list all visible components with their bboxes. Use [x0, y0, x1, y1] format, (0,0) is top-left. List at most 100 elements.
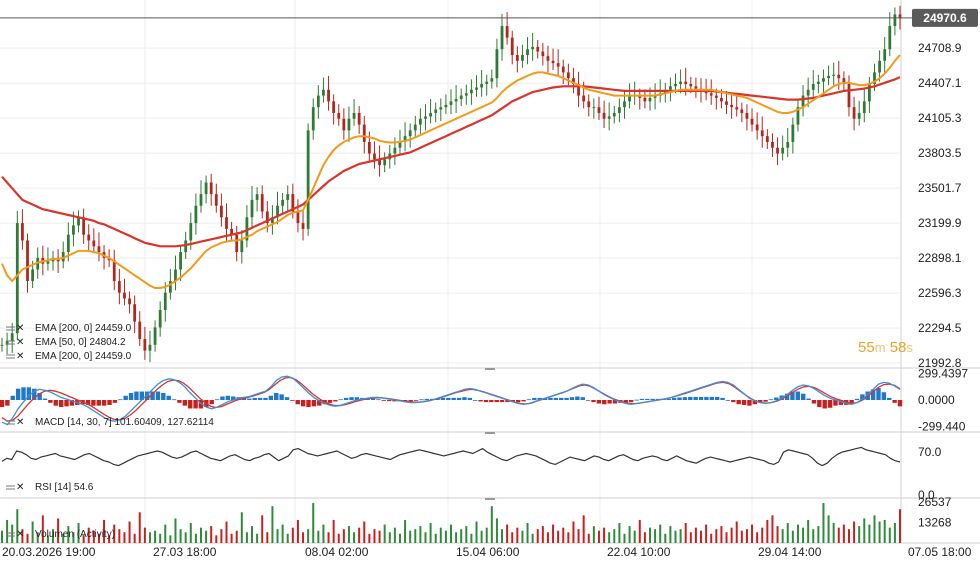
candle-body: [551, 60, 555, 64]
volume-bar: [419, 526, 422, 543]
candle-body: [536, 46, 540, 52]
volume-bar: [342, 529, 345, 543]
candle-body: [46, 261, 50, 264]
candle-body: [878, 60, 881, 73]
volume-bar: [143, 527, 146, 543]
candle-body: [174, 269, 177, 282]
volume-bar: [36, 532, 39, 543]
macd-histogram-bar: [774, 397, 779, 400]
candle-body: [781, 147, 785, 154]
candle-body: [867, 83, 871, 102]
macd-histogram-bar: [91, 400, 96, 406]
ema-legend-1-close-icon: ✕: [16, 337, 24, 348]
candle-body: [322, 89, 325, 96]
ema-legend-2-close-icon: ✕: [16, 351, 24, 362]
candle-body: [500, 26, 504, 50]
candle-body: [561, 66, 565, 73]
volume-bar: [694, 527, 697, 543]
candle-body: [31, 269, 35, 282]
candle-body: [439, 107, 443, 110]
volume-bar: [67, 526, 70, 543]
candle-body: [291, 194, 295, 212]
candle-body: [475, 87, 478, 90]
volume-bar: [251, 526, 254, 543]
ema-legend-1-label: EMA [50, 0] 24804.2: [35, 337, 126, 348]
candle-body: [546, 56, 550, 61]
candle-body: [531, 46, 535, 50]
candle-body: [694, 86, 698, 89]
volume-bar: [312, 503, 315, 543]
volume-bar: [863, 518, 866, 543]
volume-bar: [87, 527, 90, 543]
volume-bar: [878, 521, 881, 543]
macd-legend-close-icon: ✕: [16, 417, 24, 428]
macd-histogram-bar: [317, 400, 322, 406]
candle-body: [434, 109, 438, 113]
volume-bar: [434, 533, 437, 543]
macd-histogram-bar: [279, 394, 284, 400]
last-price-label: 24970.6: [923, 11, 967, 25]
macd-tick-label: 0.0000: [918, 393, 955, 407]
macd-histogram-bar: [526, 399, 532, 401]
candle-body: [301, 223, 305, 229]
candle-body: [714, 95, 718, 98]
candle-body: [720, 97, 723, 102]
candle-body: [373, 153, 376, 160]
candle-body: [117, 281, 121, 293]
ema-legend-0-label: EMA [200, 0] 24459.0: [35, 323, 132, 334]
macd-histogram-bar: [666, 398, 671, 400]
volume-bar: [6, 519, 9, 543]
volume-bar: [225, 521, 228, 543]
macd-histogram-bar: [338, 399, 343, 401]
candle-body: [133, 304, 137, 322]
candle-countdown: 55m 58s: [858, 339, 913, 356]
chart-grid: [0, 0, 980, 544]
macd-histogram-bar: [37, 392, 42, 400]
candle-body: [521, 55, 524, 61]
candle-body: [689, 83, 693, 87]
price-panel: [0, 5, 912, 363]
volume-bar: [490, 506, 493, 543]
candle-body: [281, 199, 285, 206]
candle-body: [730, 104, 734, 108]
price-tick-label: 22294.5: [918, 321, 962, 335]
volume-bar: [888, 527, 891, 543]
candle-body: [862, 101, 866, 113]
volume-bar: [858, 526, 861, 543]
volume-bar: [123, 532, 126, 543]
time-tick-label: 27.03 18:00: [153, 545, 217, 559]
price-tick-label: 22596.3: [918, 286, 962, 300]
volume-bar: [118, 529, 121, 543]
macd-histogram-bar: [467, 397, 473, 400]
candle-body: [209, 182, 213, 195]
candle-body: [648, 97, 652, 102]
macd-histogram-bar: [214, 399, 220, 401]
candle-body: [265, 211, 269, 224]
ema50-line: [1, 54, 901, 289]
candle-body: [143, 339, 147, 351]
volume-bar: [174, 518, 177, 543]
candle-body: [653, 95, 657, 98]
candle-body: [123, 292, 126, 299]
macd-histogram-bar: [118, 399, 123, 401]
volume-bar: [842, 524, 845, 543]
candle-body: [260, 194, 264, 212]
macd-histogram-bar: [817, 400, 822, 408]
candle-body: [515, 55, 519, 61]
volume-bar: [674, 530, 677, 543]
macd-histogram-bar: [559, 397, 564, 400]
macd-histogram-bar: [854, 398, 860, 400]
volume-bar: [41, 515, 44, 543]
macd-histogram-bar: [247, 398, 252, 400]
volume-bar: [536, 529, 539, 543]
volume-bar: [669, 526, 672, 543]
macd-histogram-bar: [897, 400, 903, 407]
volume-bar: [450, 524, 452, 543]
macd-tick-label: 299.4397: [918, 367, 968, 381]
candle-body: [842, 78, 846, 84]
macd-histogram-bar: [580, 397, 585, 400]
macd-histogram-bar: [166, 395, 171, 400]
volume-bar: [424, 532, 427, 543]
volume-bar: [883, 519, 886, 543]
